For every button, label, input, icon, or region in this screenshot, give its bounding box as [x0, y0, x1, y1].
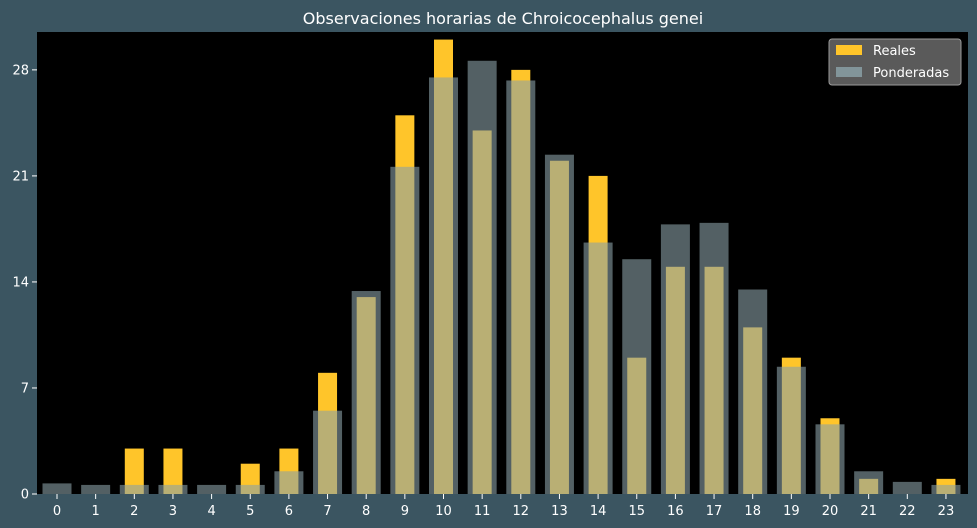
- bar-ponderadas-23: [931, 484, 961, 494]
- bar-ponderadas-17: [699, 222, 729, 494]
- x-tick-label-2: 2: [130, 504, 138, 519]
- x-tick-label-18: 18: [744, 504, 761, 519]
- x-tick-label-8: 8: [362, 504, 370, 519]
- y-tick-label-14: 14: [12, 275, 29, 290]
- x-tick-label-9: 9: [401, 504, 409, 519]
- x-tick-label-5: 5: [246, 504, 254, 519]
- x-tick-label-10: 10: [435, 504, 452, 519]
- bar-ponderadas-9: [390, 166, 420, 494]
- bar-reales-2: [124, 448, 144, 494]
- bar-reales-3: [163, 448, 183, 494]
- chart-title: Observaciones horarias de Chroicocephalu…: [303, 9, 703, 28]
- x-tick-label-4: 4: [207, 504, 215, 519]
- y-tick-label-7: 7: [21, 381, 29, 396]
- x-axis: 0 1 2 3 4 5 6 7 8 9 10 11 12 13 14 15 16 17 18 19 20 21 22 23: [53, 494, 954, 519]
- bar-ponderadas-15: [622, 259, 652, 494]
- bar-ponderadas-8: [351, 291, 381, 494]
- x-tick-label-20: 20: [822, 504, 839, 519]
- bar-ponderadas-14: [583, 242, 613, 494]
- bar-ponderadas-3: [158, 484, 188, 494]
- bar-ponderadas-1: [81, 484, 111, 494]
- x-tick-label-16: 16: [667, 504, 684, 519]
- y-tick-label-21: 21: [12, 169, 29, 184]
- plot-area: [37, 32, 968, 494]
- x-tick-label-19: 19: [783, 504, 800, 519]
- bar-ponderadas-5: [235, 484, 265, 494]
- legend-swatch-reales: [836, 45, 862, 55]
- bar-ponderadas-0: [42, 483, 72, 494]
- bar-ponderadas-19: [776, 366, 806, 494]
- bar-ponderadas-12: [506, 80, 536, 494]
- y-tick-label-28: 28: [12, 63, 29, 78]
- x-tick-label-0: 0: [53, 504, 61, 519]
- y-tick-label-0: 0: [21, 488, 29, 503]
- x-tick-label-23: 23: [938, 504, 955, 519]
- x-tick-label-21: 21: [860, 504, 877, 519]
- x-tick-label-7: 7: [323, 504, 331, 519]
- bar-ponderadas-7: [313, 410, 343, 494]
- bars-group: [42, 39, 961, 495]
- bar-ponderadas-22: [892, 481, 922, 494]
- bar-ponderadas-4: [197, 484, 227, 494]
- x-tick-label-12: 12: [513, 504, 530, 519]
- bar-ponderadas-16: [660, 224, 690, 494]
- x-tick-label-22: 22: [899, 504, 916, 519]
- bar-ponderadas-21: [854, 471, 884, 494]
- x-tick-label-1: 1: [92, 504, 100, 519]
- bar-ponderadas-11: [467, 60, 497, 494]
- bar-ponderadas-6: [274, 471, 304, 494]
- y-axis: 0 7 14 21 28: [12, 63, 37, 503]
- bar-ponderadas-10: [429, 77, 458, 494]
- x-tick-label-15: 15: [628, 504, 645, 519]
- x-tick-label-17: 17: [706, 504, 723, 519]
- legend-swatch-ponderadas: [836, 67, 862, 77]
- legend-label-ponderadas: Ponderadas: [873, 66, 949, 81]
- legend-label-reales: Reales: [873, 44, 916, 59]
- x-tick-label-11: 11: [474, 504, 491, 519]
- bar-ponderadas-20: [815, 424, 845, 494]
- x-tick-label-14: 14: [590, 504, 607, 519]
- legend: Reales Ponderadas: [828, 38, 962, 86]
- x-tick-label-13: 13: [551, 504, 568, 519]
- x-tick-label-3: 3: [169, 504, 177, 519]
- bar-ponderadas-18: [738, 289, 768, 494]
- bar-ponderadas-2: [119, 484, 149, 494]
- bar-ponderadas-13: [544, 154, 574, 495]
- x-tick-label-6: 6: [285, 504, 293, 519]
